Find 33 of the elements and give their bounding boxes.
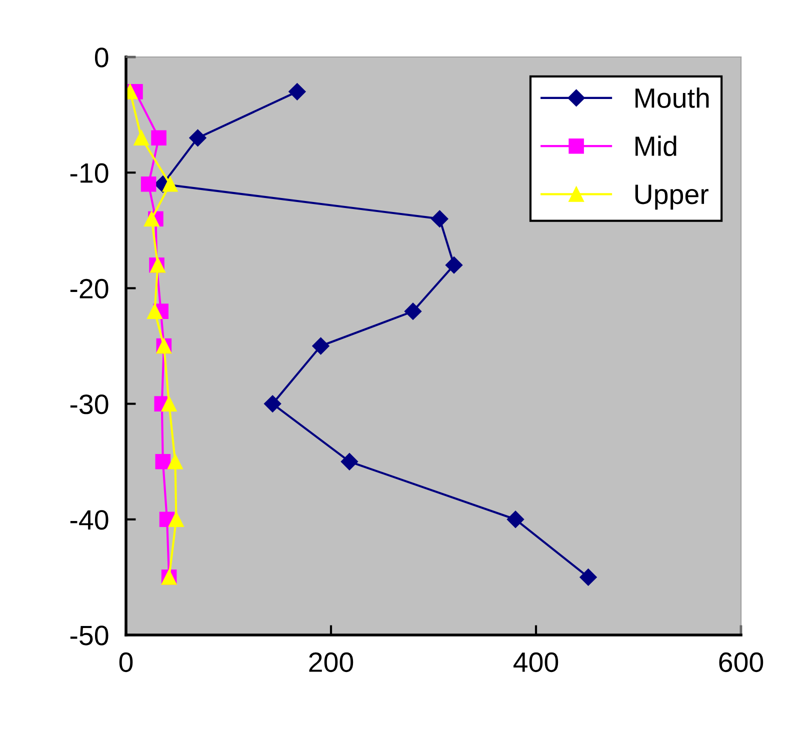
point: [404, 302, 422, 320]
point: [264, 395, 282, 412]
point: [162, 176, 178, 192]
y-tick-label: -40: [70, 510, 108, 530]
point: [144, 211, 160, 226]
legend-label: Mid: [636, 136, 676, 156]
point: [431, 210, 448, 228]
legend-label: Upper: [635, 184, 708, 210]
x-tick-label: 600: [719, 652, 764, 672]
point: [151, 130, 166, 146]
point: [312, 337, 330, 355]
point: [161, 396, 177, 412]
point: [168, 454, 183, 470]
point: [168, 512, 184, 528]
point: [506, 510, 524, 528]
legend-label: Mouth: [636, 88, 709, 108]
point: [147, 304, 162, 319]
x-tick-label: 0: [119, 652, 133, 672]
point: [340, 453, 358, 470]
point: [580, 568, 597, 586]
point: [134, 130, 150, 146]
y-tick-label: -50: [70, 626, 108, 646]
y-tick-label: -20: [70, 278, 108, 299]
point: [445, 256, 463, 274]
y-tick-label: -30: [70, 394, 108, 414]
x-tick-label: 200: [309, 652, 354, 672]
point: [155, 454, 171, 470]
point: [140, 176, 156, 192]
point: [189, 129, 206, 146]
point: [288, 83, 306, 100]
x-tick-label: 400: [513, 652, 558, 672]
y-tick-label: 0: [94, 48, 108, 68]
y-tick-label: -10: [70, 163, 108, 183]
